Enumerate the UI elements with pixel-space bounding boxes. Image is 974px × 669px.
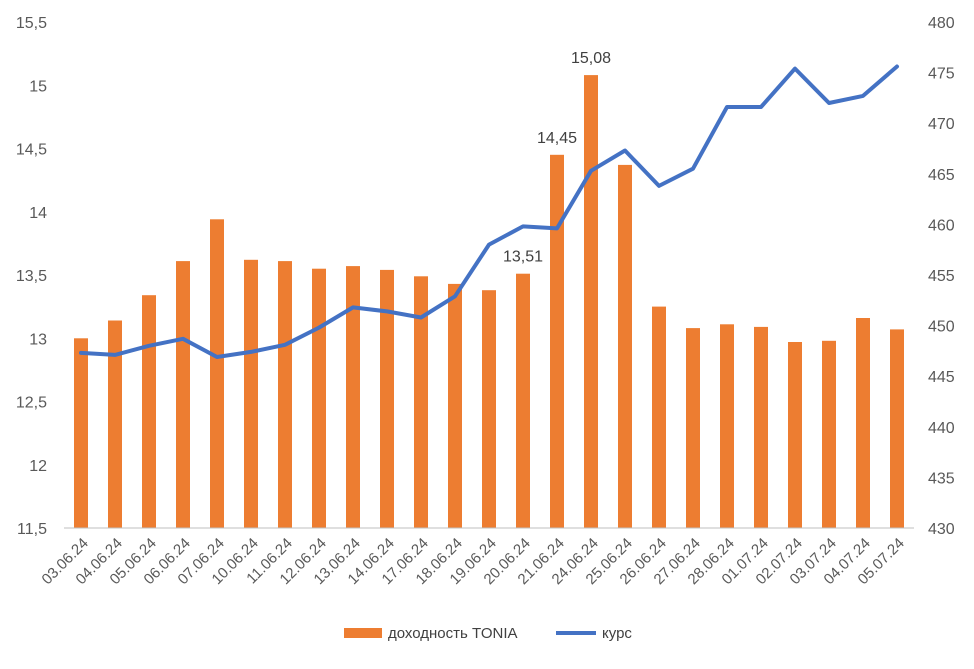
right-tick-label: 470 [928,116,955,133]
bar-20.06.24 [516,274,530,528]
bar-04.07.24 [856,318,870,528]
bar-05.07.24 [890,329,904,528]
right-y-axis: 430 435 440 445 450 455 460 465 470 475 480 [928,15,955,538]
left-tick-label: 14 [29,205,47,222]
left-tick-label: 14,5 [16,142,47,159]
right-tick-label: 475 [928,66,955,83]
bar-12.06.24 [312,269,326,528]
bar-25.06.24 [618,165,632,528]
right-tick-label: 480 [928,15,955,32]
right-tick-label: 430 [928,521,955,538]
bar-19.06.24 [482,290,496,528]
bar-07.06.24 [210,219,224,528]
bar-03.06.24 [74,338,88,528]
bar-05.06.24 [142,295,156,528]
bar-02.07.24 [788,342,802,528]
data-label-24.06.24: 15,08 [571,50,611,67]
bar-14.06.24 [380,270,394,528]
left-tick-label: 15 [29,78,47,95]
left-tick-label: 12,5 [16,395,47,412]
bar-13.06.24 [346,266,360,528]
right-tick-label: 460 [928,217,955,234]
bar-24.06.24 [584,75,598,528]
bar-26.06.24 [652,307,666,528]
left-y-axis: 11,5 12 12,5 13 13,5 14 14,5 15 15,5 [16,15,47,538]
bar-03.07.24 [822,341,836,528]
right-tick-label: 465 [928,167,955,184]
bar-18.06.24 [448,284,462,528]
bar-01.07.24 [754,327,768,528]
bar-11.06.24 [278,261,292,528]
right-tick-label: 450 [928,319,955,336]
x-axis: 03.06.2404.06.2405.06.2406.06.2407.06.24… [39,535,908,588]
bars-layer [74,75,904,528]
right-tick-label: 445 [928,369,955,386]
bar-06.06.24 [176,261,190,528]
left-tick-label: 15,5 [16,15,47,32]
legend: доходность TONIA курс [344,625,632,642]
left-tick-label: 13,5 [16,268,47,285]
legend-bar-label: доходность TONIA [388,625,518,642]
left-tick-label: 11,5 [17,521,47,538]
bar-27.06.24 [686,328,700,528]
bar-28.06.24 [720,324,734,528]
left-tick-label: 13 [29,331,47,348]
data-label-20.06.24: 13,51 [503,249,543,266]
bar-21.06.24 [550,155,564,528]
bar-10.06.24 [244,260,258,528]
legend-bar-swatch [344,628,382,638]
right-tick-label: 440 [928,420,955,437]
data-label-21.06.24: 14,45 [537,130,577,147]
right-tick-label: 455 [928,268,955,285]
legend-line-label: курс [602,625,632,642]
left-tick-label: 12 [29,458,47,475]
right-tick-label: 435 [928,470,955,487]
